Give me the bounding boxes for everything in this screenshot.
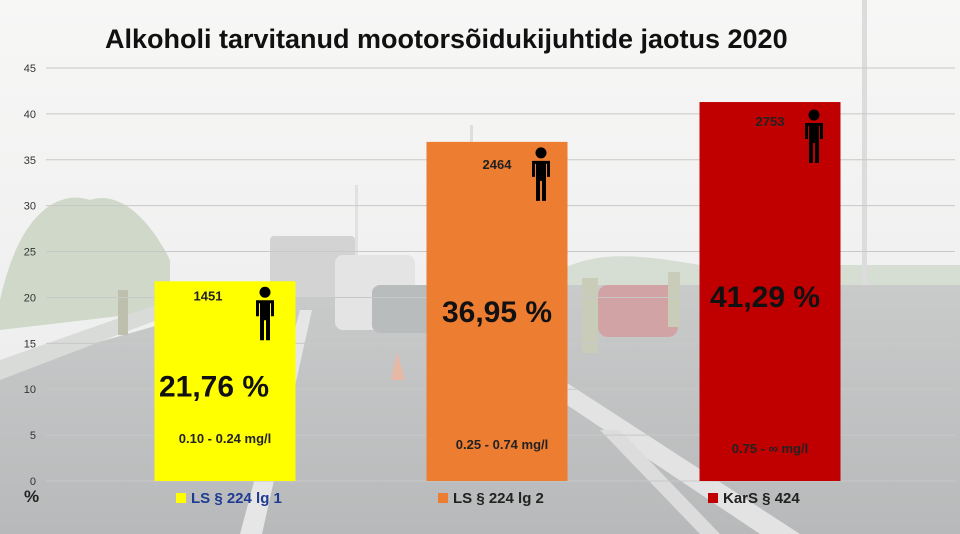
y-tick-label: 40 xyxy=(24,109,36,121)
y-tick-label: 5 xyxy=(30,430,36,442)
legend: LS § 224 lg 1 LS § 224 lg 2 KarS § 424 xyxy=(176,490,800,507)
range-label: 0.25 - 0.74 mg/l xyxy=(456,437,549,452)
legend-swatch xyxy=(176,493,186,503)
y-tick-label: 30 xyxy=(24,201,36,213)
chart-title: Alkoholi tarvitanud mootorsõidukijuhtide… xyxy=(105,24,788,54)
legend-swatch xyxy=(438,493,448,503)
legend-label: LS § 224 lg 1 xyxy=(191,490,282,507)
range-label: 0.10 - 0.24 mg/l xyxy=(179,431,272,446)
y-tick-label: 15 xyxy=(24,338,36,350)
bar-labels: 1451 21,76 % 0.10 - 0.24 mg/l 2464 36,95 % 0.… xyxy=(159,109,823,456)
legend-label: LS § 224 lg 2 xyxy=(453,490,544,507)
y-tick-label: 0 xyxy=(30,476,36,488)
y-tick-label: 10 xyxy=(24,384,36,396)
legend-label: KarS § 424 xyxy=(723,490,800,507)
legend-swatch xyxy=(708,493,718,503)
y-axis-unit-label: % xyxy=(24,487,40,506)
value-label: 41,29 % xyxy=(710,281,820,314)
value-label: 21,76 % xyxy=(159,370,269,403)
y-tick-label: 45 xyxy=(24,63,36,75)
count-label: 1451 xyxy=(194,288,223,303)
y-axis-ticks: 0 5 10 15 20 25 30 35 40 45 xyxy=(24,63,36,488)
y-tick-label: 25 xyxy=(24,247,36,259)
person-icon xyxy=(532,147,550,201)
person-icon xyxy=(256,286,274,341)
range-label: 0.75 - ∞ mg/l xyxy=(732,441,808,456)
y-tick-label: 35 xyxy=(24,155,36,167)
count-label: 2464 xyxy=(483,157,513,172)
y-tick-label: 20 xyxy=(24,292,36,304)
person-icon xyxy=(805,109,823,164)
value-label: 36,95 % xyxy=(442,296,552,329)
count-label: 2753 xyxy=(756,114,785,129)
bar xyxy=(699,102,841,481)
